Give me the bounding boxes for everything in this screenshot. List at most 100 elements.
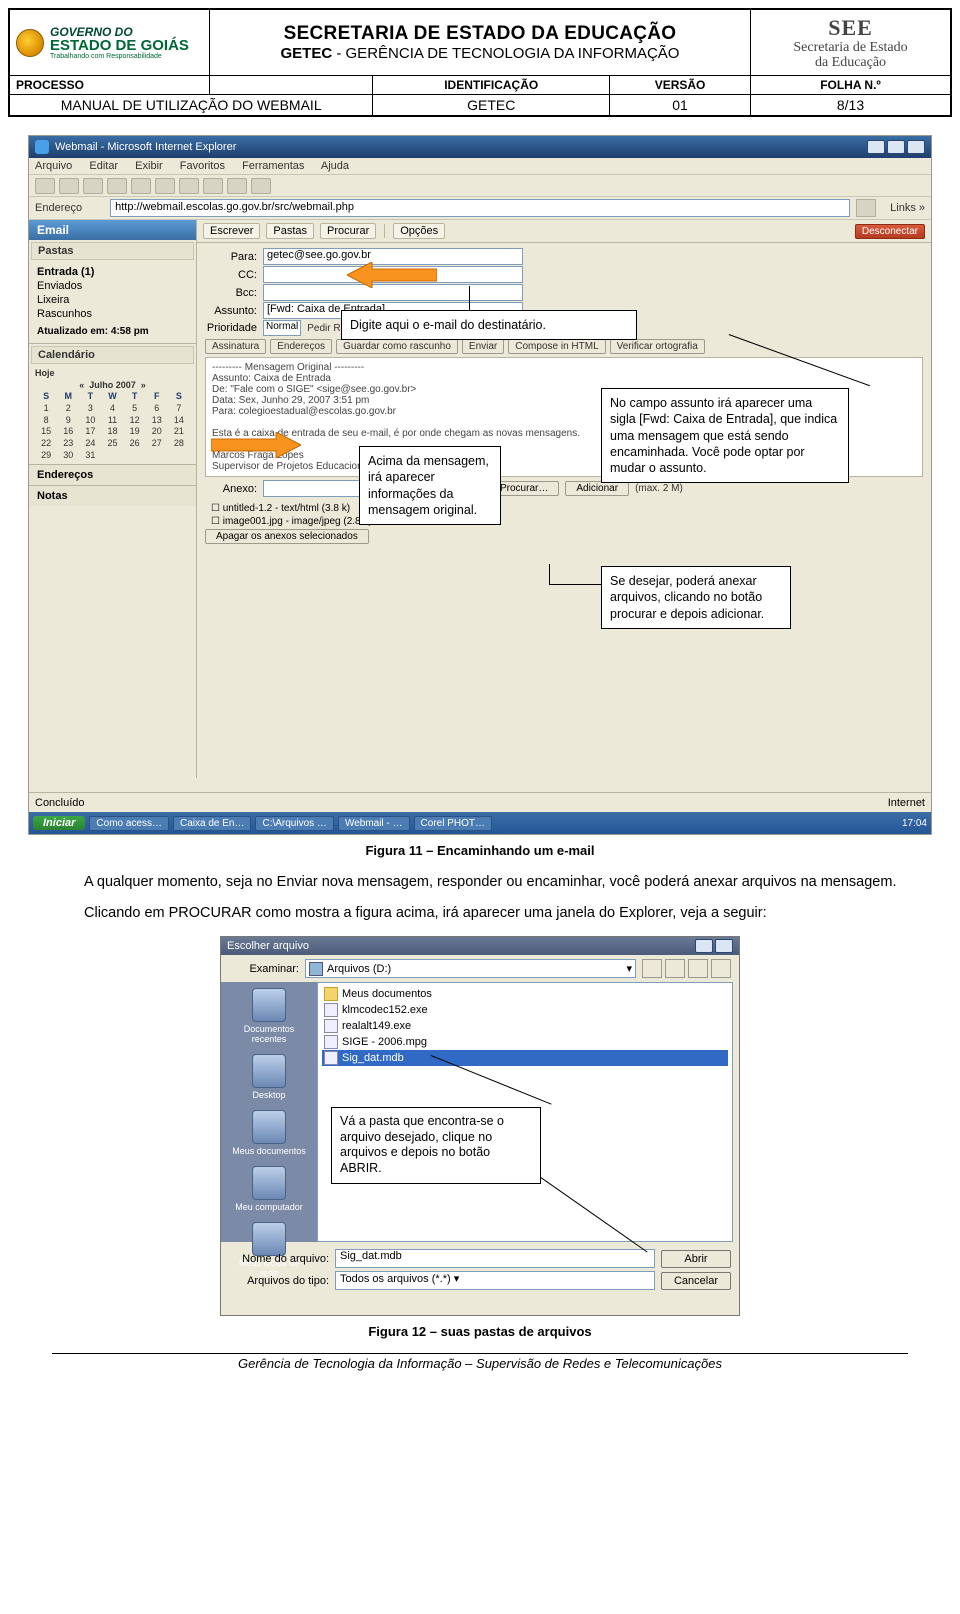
lbl-cc: CC: xyxy=(205,269,257,281)
tb-mail-icon[interactable] xyxy=(227,178,247,194)
tb-stop-icon[interactable] xyxy=(83,178,103,194)
max-button[interactable] xyxy=(887,140,905,154)
attach-1[interactable]: ☐ untitled-1.2 - text/html (3.8 k) xyxy=(211,502,917,515)
dlg-back-icon[interactable] xyxy=(642,959,662,978)
arrow-para-icon xyxy=(347,262,437,288)
start-button[interactable]: Iniciar xyxy=(33,816,85,830)
btn-adicionar[interactable]: Adicionar xyxy=(565,481,629,496)
file-4-selected[interactable]: Sig_dat.mdb xyxy=(322,1050,728,1066)
file-0[interactable]: Meus documentos xyxy=(322,986,728,1002)
place-desktop[interactable]: Desktop xyxy=(229,1054,309,1100)
input-nome[interactable]: Sig_dat.mdb xyxy=(335,1249,655,1268)
tb-fwd-icon[interactable] xyxy=(59,178,79,194)
ie-toolbar xyxy=(29,175,931,197)
btn-assinatura[interactable]: Assinatura xyxy=(205,339,266,354)
dlg-up-icon[interactable] xyxy=(665,959,685,978)
arrow-orig-icon xyxy=(211,432,301,458)
footer: Gerência de Tecnologia da Informação – S… xyxy=(52,1353,908,1371)
folder-entrada[interactable]: Entrada (1) xyxy=(37,265,188,279)
task-4[interactable]: Corel PHOT… xyxy=(414,816,492,831)
place-recentes[interactable]: Documentos recentes xyxy=(229,988,309,1044)
btn-apagar-anexos[interactable]: Apagar os anexos selecionados xyxy=(205,529,369,544)
folder-enviados[interactable]: Enviados xyxy=(37,279,188,293)
combo-tipo[interactable]: Todos os arquivos (*.*) ▾ xyxy=(335,1271,655,1290)
place-meusdocs[interactable]: Meus documentos xyxy=(229,1110,309,1156)
hdr-manual: MANUAL DE UTILIZAÇÃO DO WEBMAIL xyxy=(10,95,373,116)
btn-html[interactable]: Compose in HTML xyxy=(508,339,605,354)
menu-favoritos[interactable]: Favoritos xyxy=(180,160,225,172)
address-input[interactable]: http://webmail.escolas.go.gov.br/src/web… xyxy=(110,199,850,217)
combo-examinar[interactable]: Arquivos (D:)▾ xyxy=(305,959,636,978)
file-2[interactable]: realalt149.exe xyxy=(322,1018,728,1034)
dlg-views-icon[interactable] xyxy=(711,959,731,978)
tb-refresh-icon[interactable] xyxy=(107,178,127,194)
tray-clock: 17:04 xyxy=(902,818,927,829)
ie-title: Webmail - Microsoft Internet Explorer xyxy=(55,141,236,153)
sidebar: Email Pastas Entrada (1) Enviados Lixeir… xyxy=(29,220,197,778)
menu-ferramentas[interactable]: Ferramentas xyxy=(242,160,304,172)
place-meucomp[interactable]: Meu computador xyxy=(229,1166,309,1212)
tab-escrever[interactable]: Escrever xyxy=(203,223,260,239)
conn-c4a xyxy=(549,584,601,585)
btn-abrir[interactable]: Abrir xyxy=(661,1250,731,1268)
dlg-help-button[interactable] xyxy=(695,939,713,953)
tab-procurar[interactable]: Procurar xyxy=(320,223,376,239)
close-button[interactable] xyxy=(907,140,925,154)
compose-pane: Escrever Pastas Procurar Opções Desconec… xyxy=(197,220,931,778)
tab-pastas[interactable]: Pastas xyxy=(266,223,314,239)
para-2: Clicando em PROCURAR como mostra a figur… xyxy=(52,903,908,924)
addr-ie-icon xyxy=(88,200,104,216)
hdr-title2: GETEC - GERÊNCIA DE TECNOLOGIA DA INFORM… xyxy=(216,45,744,62)
links-menu[interactable]: Links » xyxy=(890,202,925,214)
btn-enviar[interactable]: Enviar xyxy=(462,339,504,354)
callout-anexar: Se desejar, poderá anexar arquivos, clic… xyxy=(601,566,791,629)
task-1[interactable]: Caixa de En… xyxy=(173,816,251,831)
ie-titlebar: Webmail - Microsoft Internet Explorer xyxy=(29,136,931,158)
btn-ortografia[interactable]: Verificar ortografia xyxy=(610,339,705,354)
menu-arquivo[interactable]: Arquivo xyxy=(35,160,72,172)
tb-fav-icon[interactable] xyxy=(179,178,199,194)
tb-home-icon[interactable] xyxy=(131,178,151,194)
btn-enderecos[interactable]: Endereços xyxy=(270,339,332,354)
lbl-assunto: Assunto: xyxy=(205,305,257,317)
xp-taskbar: Iniciar Como acess… Caixa de En… C:\Arqu… xyxy=(29,812,931,834)
go-button[interactable] xyxy=(856,199,876,217)
hdr-processo: PROCESSO xyxy=(10,76,210,95)
tb-hist-icon[interactable] xyxy=(203,178,223,194)
file-1[interactable]: klmcodec152.exe xyxy=(322,1002,728,1018)
attach-2[interactable]: ☐ image001.jpg - image/jpeg (2.8 k) xyxy=(211,515,917,528)
dlg-newfolder-icon[interactable] xyxy=(688,959,708,978)
tb-back-icon[interactable] xyxy=(35,178,55,194)
btn-cancelar[interactable]: Cancelar xyxy=(661,1272,731,1290)
btn-rascunho[interactable]: Guardar como rascunho xyxy=(336,339,458,354)
desconectar-button[interactable]: Desconectar xyxy=(855,224,925,239)
ie-statusbar: Concluído Internet xyxy=(29,792,931,812)
conn-c4b xyxy=(549,564,550,584)
gov-line3: Trabalhando com Responsabilidade xyxy=(50,53,189,60)
tb-print-icon[interactable] xyxy=(251,178,271,194)
folder-lixeira[interactable]: Lixeira xyxy=(37,293,188,307)
min-button[interactable] xyxy=(867,140,885,154)
figure-12-caption: Figura 12 – suas pastas de arquivos xyxy=(0,1324,960,1339)
para-1: A qualquer momento, seja no Enviar nova … xyxy=(52,872,908,893)
side-enderecos[interactable]: Endereços xyxy=(29,464,196,485)
folder-rascunhos[interactable]: Rascunhos xyxy=(37,307,188,321)
task-0[interactable]: Como acess… xyxy=(89,816,169,831)
status-text: Concluído xyxy=(35,797,85,809)
place-rede[interactable]: Meus locais de rede xyxy=(229,1222,309,1278)
figure-11-caption: Figura 11 – Encaminhando um e-mail xyxy=(0,843,960,858)
side-notas[interactable]: Notas xyxy=(29,485,196,506)
menu-ajuda[interactable]: Ajuda xyxy=(321,160,349,172)
tb-search-icon[interactable] xyxy=(155,178,175,194)
dlg-close-button[interactable] xyxy=(715,939,733,953)
task-3[interactable]: Webmail - … xyxy=(338,816,410,831)
file-3[interactable]: SIGE - 2006.mpg xyxy=(322,1034,728,1050)
task-2[interactable]: C:\Arquivos … xyxy=(255,816,333,831)
email-header: Email xyxy=(29,220,196,240)
menu-exibir[interactable]: Exibir xyxy=(135,160,163,172)
select-prio[interactable]: Normal xyxy=(263,320,301,336)
gov-crest-icon xyxy=(16,29,44,57)
hdr-folha: FOLHA N.º xyxy=(751,76,951,95)
menu-editar[interactable]: Editar xyxy=(89,160,118,172)
tab-opcoes[interactable]: Opções xyxy=(393,223,445,239)
